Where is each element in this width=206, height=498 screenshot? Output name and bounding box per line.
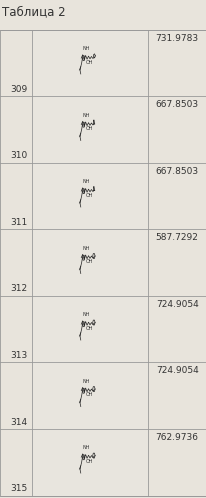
Text: 667.8503: 667.8503 (156, 101, 199, 110)
Text: NH: NH (82, 312, 90, 317)
Text: 667.8503: 667.8503 (156, 167, 199, 176)
Bar (32, 30, 148, 97)
Text: OH: OH (85, 60, 93, 65)
Bar (32, 363, 148, 429)
Text: NH: NH (82, 179, 90, 184)
Text: 310: 310 (10, 151, 27, 160)
Bar (32, 429, 148, 496)
Text: OH: OH (85, 459, 93, 464)
Text: 587.7292: 587.7292 (156, 234, 199, 243)
Text: 731.9783: 731.9783 (156, 34, 199, 43)
Text: 314: 314 (10, 417, 27, 426)
Bar (32, 230, 148, 296)
Text: Таблица 2: Таблица 2 (2, 5, 66, 18)
Text: OH: OH (85, 193, 93, 198)
Bar (32, 296, 148, 363)
Text: 724.9054: 724.9054 (156, 367, 199, 375)
Text: OH: OH (85, 392, 93, 397)
Text: 315: 315 (10, 484, 27, 493)
Text: NH: NH (82, 246, 90, 251)
Text: NH: NH (82, 445, 90, 450)
Text: 309: 309 (10, 85, 27, 94)
Text: 312: 312 (10, 284, 27, 293)
Text: NH: NH (82, 113, 90, 118)
Text: 762.9736: 762.9736 (156, 433, 199, 442)
Bar (32, 163, 148, 230)
Text: 313: 313 (10, 351, 27, 360)
Text: 311: 311 (10, 218, 27, 227)
Text: 724.9054: 724.9054 (156, 300, 199, 309)
Text: NH: NH (82, 46, 90, 51)
Bar (32, 97, 148, 163)
Text: OH: OH (85, 126, 93, 131)
Text: NH: NH (82, 379, 90, 384)
Text: OH: OH (85, 259, 93, 264)
Text: OH: OH (85, 326, 93, 331)
